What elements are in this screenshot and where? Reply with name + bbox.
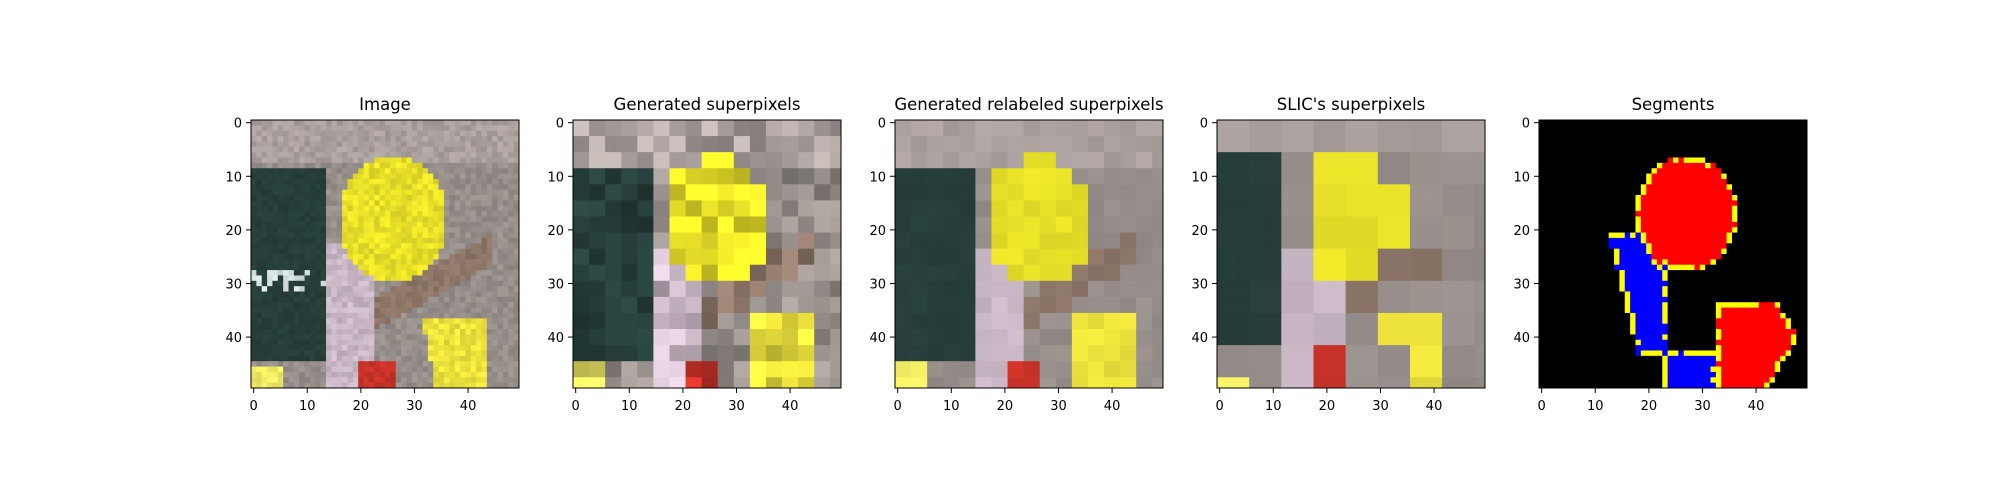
panel-4: SLIC's superpixels 0 0 10 10 20 20 30 30 40 40 (1191, 95, 1486, 414)
panel-image-1 (251, 120, 519, 388)
panel-title: Generated relabeled superpixels (894, 95, 1163, 114)
panel-5: Segments 0 0 10 10 20 20 30 30 40 40 (1513, 95, 1808, 414)
x-tick-label: 30 (1050, 399, 1067, 414)
y-tick-label: 30 (1191, 277, 1208, 292)
x-tick-label: 30 (1372, 399, 1389, 414)
y-tick-label: 10 (869, 170, 886, 185)
y-tick-label: 30 (869, 277, 886, 292)
x-tick-label: 40 (1104, 399, 1121, 414)
axes-frame (250, 119, 520, 389)
y-tick-label: 0 (1200, 117, 1208, 132)
y-tick-label: 0 (1522, 117, 1530, 132)
x-tick-label: 20 (1641, 399, 1658, 414)
x-tick-label: 10 (943, 399, 960, 414)
x-tick-label: 0 (250, 399, 258, 414)
x-tick-label: 40 (782, 399, 799, 414)
y-tick-label: 0 (878, 117, 886, 132)
y-tick-label: 30 (225, 277, 242, 292)
x-tick-label: 10 (621, 399, 638, 414)
x-tick-label: 30 (1694, 399, 1711, 414)
y-tick-label: 10 (1513, 170, 1530, 185)
y-tick-label: 10 (547, 170, 564, 185)
y-tick-label: 40 (225, 331, 242, 346)
y-tick-label: 0 (556, 117, 564, 132)
y-tick-label: 20 (1191, 224, 1208, 239)
y-tick-label: 20 (869, 224, 886, 239)
y-tick-label: 0 (234, 117, 242, 132)
axes-frame (894, 119, 1164, 389)
panel-title: SLIC's superpixels (1277, 95, 1426, 114)
y-tick-label: 10 (1191, 170, 1208, 185)
x-tick-label: 0 (1216, 399, 1224, 414)
x-tick-label: 10 (1587, 399, 1604, 414)
panel-image-5 (1539, 120, 1807, 388)
x-tick-label: 20 (1319, 399, 1336, 414)
panel-title: Image (359, 95, 411, 114)
x-tick-label: 0 (1538, 399, 1546, 414)
panel-1: Image 0 0 10 10 20 20 30 30 40 40 (225, 95, 520, 414)
y-tick-label: 20 (547, 224, 564, 239)
panel-image-3 (895, 120, 1163, 388)
x-tick-label: 40 (1426, 399, 1443, 414)
y-tick-label: 40 (1191, 331, 1208, 346)
x-tick-label: 20 (997, 399, 1014, 414)
panel-image-4 (1217, 120, 1485, 388)
y-tick-label: 20 (1513, 224, 1530, 239)
y-tick-label: 30 (547, 277, 564, 292)
x-tick-label: 20 (353, 399, 370, 414)
panel-image-2 (573, 120, 841, 388)
y-tick-label: 40 (869, 331, 886, 346)
y-tick-label: 20 (225, 224, 242, 239)
x-tick-label: 20 (675, 399, 692, 414)
x-tick-label: 0 (894, 399, 902, 414)
y-tick-label: 40 (1513, 331, 1530, 346)
x-tick-label: 10 (299, 399, 316, 414)
x-tick-label: 10 (1265, 399, 1282, 414)
x-tick-label: 40 (1748, 399, 1765, 414)
panel-title: Generated superpixels (614, 95, 801, 114)
x-tick-label: 30 (728, 399, 745, 414)
x-tick-label: 30 (406, 399, 423, 414)
panel-title: Segments (1632, 95, 1715, 114)
y-tick-label: 30 (1513, 277, 1530, 292)
panel-2: Generated superpixels 0 0 10 10 20 20 30 30 40 40 (547, 95, 842, 414)
axes-frame (1216, 119, 1486, 389)
axes-frame (1538, 119, 1808, 389)
x-tick-label: 0 (572, 399, 580, 414)
y-tick-label: 10 (225, 170, 242, 185)
axes-frame (572, 119, 842, 389)
panel-3: Generated relabeled superpixels 0 0 10 10 20 2… (869, 95, 1163, 414)
x-tick-label: 40 (460, 399, 477, 414)
y-tick-label: 40 (547, 331, 564, 346)
